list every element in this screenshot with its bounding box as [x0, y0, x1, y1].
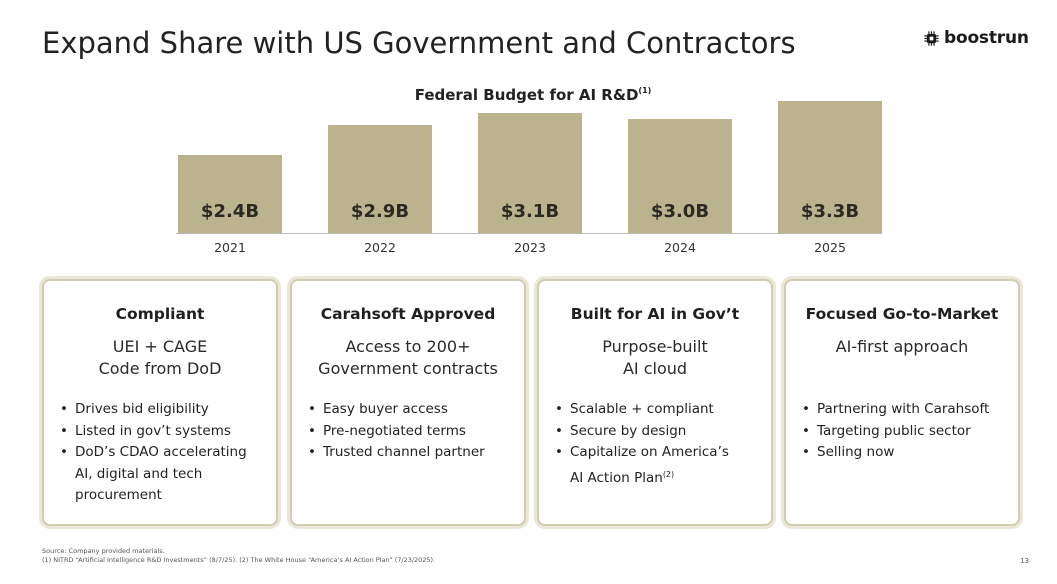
card-subtitle: UEI + CAGE Code from DoD [98, 337, 222, 378]
bullet-item: Drives bid eligibility [58, 399, 270, 421]
bar-value-label: $2.4B [201, 201, 259, 222]
bullet-item: Listed in gov’t systems [58, 421, 270, 443]
bar-chart: $2.4B 2021 $2.9B 2022 $3.1B 2023 $3.0B 2024 $3.3… [176, 101, 882, 255]
card-bullets: Partnering with Carahsoft Targeting publ… [800, 399, 1012, 464]
card-title: Compliant [115, 305, 205, 323]
reference-notes: (1) NITRD “Artificial Intelligence R&D I… [42, 556, 436, 564]
x-tick-label: 2021 [214, 240, 246, 255]
bullet-item: Selling now [800, 442, 1012, 464]
bullet-item: Pre-negotiated terms [306, 421, 518, 443]
x-tick-label: 2025 [814, 240, 846, 255]
card-bullets: Drives bid eligibility Listed in gov’t s… [58, 399, 270, 507]
bullet-item: Scalable + compliant [553, 399, 765, 421]
bar-2025 [778, 101, 882, 233]
chart-title: Federal Budget for AI R&D(1) [0, 86, 1057, 104]
source-note: Source: Company provided materials. [42, 547, 165, 555]
footnote-ref: (2) [662, 469, 675, 479]
chip-icon [924, 30, 939, 46]
bullet-item: Targeting public sector [800, 421, 1012, 443]
chart-title-footnote-ref: (1) [638, 86, 652, 95]
brand-logo: boostrun [924, 28, 1029, 48]
card-bullets: Easy buyer access Pre-negotiated terms T… [306, 399, 518, 464]
card-bullets: Scalable + compliant Secure by design Ca… [553, 399, 765, 489]
bar-value-label: $3.1B [501, 201, 559, 222]
card-subtitle: Access to 200+ Government contracts [318, 337, 498, 378]
card-subtitle: AI-first approach [835, 337, 969, 356]
bar-2023 [478, 113, 582, 233]
bar-2024 [628, 119, 732, 233]
bar-value-label: $3.0B [651, 201, 709, 222]
bar-2022 [328, 125, 432, 233]
card-title: Carahsoft Approved [320, 305, 496, 323]
bar-2021 [178, 155, 282, 233]
brand-name: boostrun [944, 28, 1029, 48]
page-title: Expand Share with US Government and Cont… [42, 26, 796, 60]
page-number: 13 [1020, 557, 1029, 565]
bullet-text: Capitalize on America’s AI Action Plan [570, 444, 729, 486]
card-title: Focused Go-to-Market [805, 305, 999, 323]
footnotes: Source: Company provided materials. (1) … [42, 547, 435, 565]
bullet-item: DoD’s CDAO accelerating AI, digital and … [58, 442, 270, 507]
card-compliant: Compliant UEI + CAGE Code from DoD Drive… [42, 279, 278, 526]
bullet-item: Easy buyer access [306, 399, 518, 421]
bullet-item: Trusted channel partner [306, 442, 518, 464]
bar-value-label: $2.9B [351, 201, 409, 222]
x-tick-label: 2023 [514, 240, 546, 255]
bullet-item: Secure by design [553, 421, 765, 443]
card-carahsoft-approved: Carahsoft Approved Access to 200+ Govern… [290, 279, 526, 526]
x-tick-label: 2024 [664, 240, 696, 255]
x-tick-label: 2022 [364, 240, 396, 255]
chart-title-text: Federal Budget for AI R&D [414, 86, 639, 104]
card-subtitle: Purpose-built AI cloud [602, 337, 708, 378]
bullet-item: Capitalize on America’s AI Action Plan(2… [553, 442, 765, 489]
bar-value-label: $3.3B [801, 201, 859, 222]
bullet-item: Partnering with Carahsoft [800, 399, 1012, 421]
card-title: Built for AI in Gov’t [570, 305, 740, 323]
card-focused-go-to-market: Focused Go-to-Market AI-first approach P… [784, 279, 1020, 526]
card-built-for-ai-in-govt: Built for AI in Gov’t Purpose-built AI c… [537, 279, 773, 526]
